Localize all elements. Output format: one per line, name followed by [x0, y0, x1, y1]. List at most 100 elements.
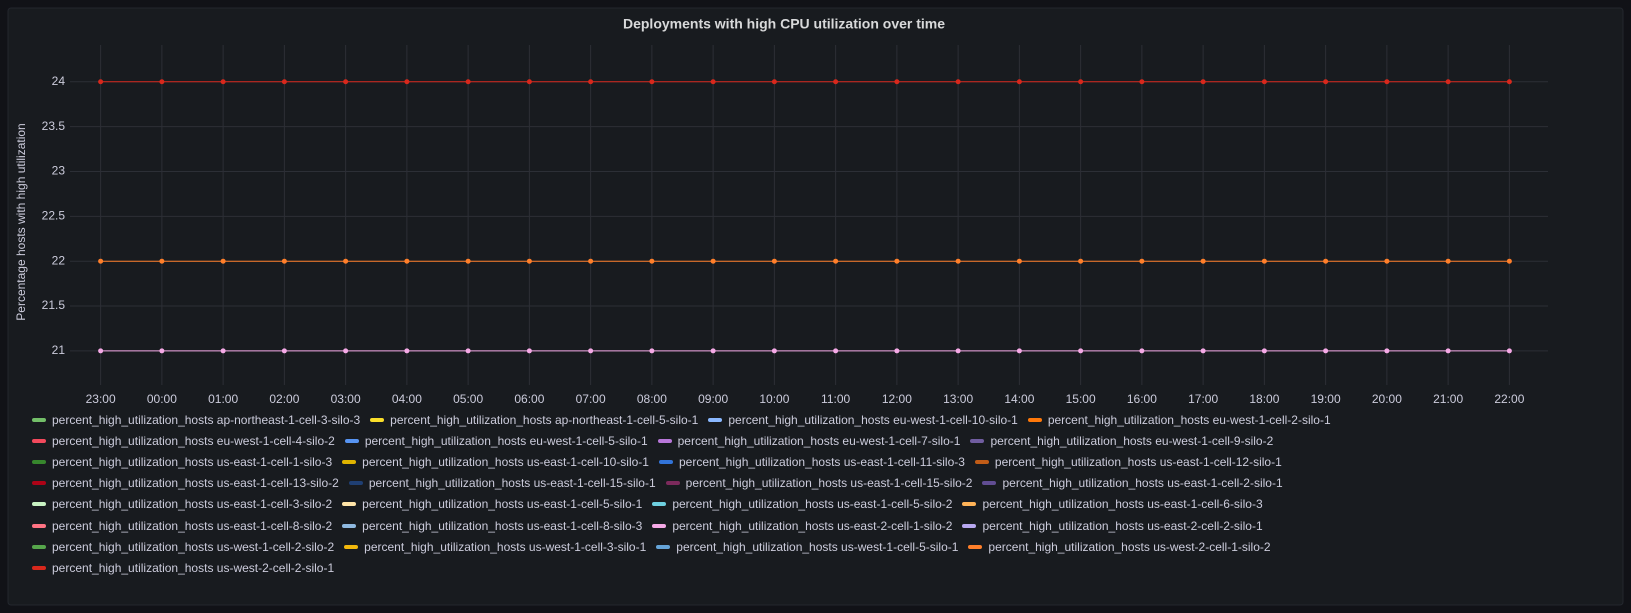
legend-item[interactable]: percent_high_utilization_hosts us-east-1…	[32, 497, 332, 511]
data-point	[1445, 258, 1451, 264]
legend-label: percent_high_utilization_hosts eu-west-1…	[52, 433, 335, 448]
legend-item[interactable]: percent_high_utilization_hosts eu-west-1…	[1027, 412, 1331, 427]
legend-item[interactable]: percent_high_utilization_hosts us-east-1…	[342, 455, 649, 469]
data-point	[1323, 348, 1329, 354]
x-tick-label: 04:00	[392, 392, 422, 406]
data-point	[1016, 348, 1022, 354]
legend-item[interactable]: percent_high_utilization_hosts us-east-1…	[342, 519, 642, 533]
legend-row: percent_high_utilization_hosts eu-west-1…	[32, 430, 1341, 451]
legend-item[interactable]: percent_high_utilization_hosts eu-west-1…	[344, 433, 648, 448]
legend-label: percent_high_utilization_hosts us-east-1…	[672, 497, 953, 512]
legend-swatch	[665, 481, 680, 486]
legend-label: percent_high_utilization_hosts us-east-1…	[368, 476, 656, 491]
legend-item[interactable]: percent_high_utilization_hosts us-east-1…	[982, 476, 1283, 490]
legend-item[interactable]: percent_high_utilization_hosts ap-northe…	[32, 413, 360, 427]
y-tick-label: 22.5	[42, 209, 66, 223]
legend-item[interactable]: percent_high_utilization_hosts us-east-1…	[962, 497, 1263, 511]
data-point	[98, 348, 104, 354]
legend-label: percent_high_utilization_hosts eu-west-1…	[1047, 412, 1331, 427]
data-point	[833, 258, 839, 264]
x-tick-label: 11:00	[821, 392, 850, 406]
legend-item[interactable]: percent_high_utilization_hosts us-west-1…	[344, 540, 646, 554]
legend-label: percent_high_utilization_hosts us-west-2…	[52, 560, 335, 575]
legend-swatch	[652, 523, 667, 528]
data-point	[894, 348, 900, 354]
x-tick-label: 06:00	[514, 392, 544, 406]
legend-item[interactable]: percent_high_utilization_hosts eu-west-1…	[708, 413, 1018, 427]
data-point	[343, 79, 349, 85]
x-tick-label: 17:00	[1188, 392, 1218, 406]
legend-swatch	[32, 481, 46, 486]
data-point	[771, 79, 777, 85]
legend-item[interactable]: percent_high_utilization_hosts us-east-2…	[962, 519, 1263, 533]
x-tick-label: 01:00	[208, 392, 238, 406]
legend-item[interactable]: percent_high_utilization_hosts us-east-1…	[974, 455, 1282, 469]
data-point	[710, 258, 716, 264]
x-tick-label: 19:00	[1311, 392, 1341, 406]
data-point	[955, 258, 961, 264]
legend-item[interactable]: percent_high_utilization_hosts us-east-1…	[652, 497, 952, 511]
legend-label: percent_high_utilization_hosts us-west-2…	[988, 539, 1271, 554]
legend-item[interactable]: percent_high_utilization_hosts us-east-1…	[32, 519, 332, 533]
legend-row: percent_high_utilization_hosts us-west-1…	[32, 536, 1341, 557]
legend-row: percent_high_utilization_hosts us-west-2…	[32, 557, 1341, 578]
data-point	[894, 258, 900, 264]
legend-item[interactable]: percent_high_utilization_hosts us-east-2…	[652, 519, 952, 533]
data-point	[1016, 258, 1022, 264]
legend-swatch	[658, 459, 673, 464]
legend-label: percent_high_utilization_hosts eu-west-1…	[990, 433, 1274, 448]
data-point	[1200, 258, 1206, 264]
data-point	[526, 348, 532, 354]
legend-label: percent_high_utilization_hosts us-west-1…	[52, 539, 335, 554]
data-point	[220, 348, 226, 354]
legend-swatch	[32, 502, 46, 507]
legend-swatch	[657, 438, 672, 443]
legend-item[interactable]: percent_high_utilization_hosts us-east-1…	[32, 476, 339, 490]
legend-item[interactable]: percent_high_utilization_hosts us-east-1…	[665, 476, 972, 490]
legend-swatch	[370, 417, 385, 422]
y-tick-label: 22	[52, 253, 66, 267]
legend-item[interactable]: percent_high_utilization_hosts us-west-1…	[32, 540, 334, 554]
x-tick-label: 09:00	[698, 392, 728, 406]
legend-item[interactable]: percent_high_utilization_hosts eu-west-1…	[970, 434, 1273, 448]
legend-item[interactable]: percent_high_utilization_hosts us-east-1…	[342, 497, 642, 511]
legend-item[interactable]: percent_high_utilization_hosts ap-northe…	[370, 413, 698, 427]
chart-title: Deployments with high CPU utilization ov…	[623, 16, 945, 32]
y-tick-label: 23	[52, 164, 66, 178]
legend-swatch	[344, 544, 359, 549]
legend-item[interactable]: percent_high_utilization_hosts us-east-1…	[32, 455, 332, 469]
data-point	[710, 79, 716, 85]
legend: percent_high_utilization_hosts ap-northe…	[32, 409, 1341, 579]
legend-swatch	[656, 544, 671, 549]
legend-swatch	[32, 544, 46, 549]
data-point	[1078, 348, 1084, 354]
data-point	[588, 258, 594, 264]
legend-item[interactable]: percent_high_utilization_hosts us-west-2…	[968, 539, 1271, 554]
legend-label: percent_high_utilization_hosts us-east-1…	[52, 518, 333, 533]
data-point	[955, 79, 961, 85]
data-point	[1445, 348, 1451, 354]
legend-row: percent_high_utilization_hosts us-east-1…	[32, 473, 1341, 494]
legend-label: percent_high_utilization_hosts us-west-1…	[676, 539, 959, 554]
legend-item[interactable]: percent_high_utilization_hosts us-east-1…	[658, 454, 965, 469]
legend-item[interactable]: percent_high_utilization_hosts us-east-1…	[348, 476, 656, 491]
data-point	[343, 258, 349, 264]
legend-item[interactable]: percent_high_utilization_hosts eu-west-1…	[32, 434, 335, 448]
legend-item[interactable]: percent_high_utilization_hosts eu-west-1…	[657, 434, 960, 448]
legend-label: percent_high_utilization_hosts us-east-1…	[678, 454, 965, 469]
data-point	[1384, 258, 1390, 264]
x-tick-label: 15:00	[1066, 392, 1096, 406]
legend-label: percent_high_utilization_hosts us-east-1…	[362, 497, 643, 512]
data-point	[465, 348, 471, 354]
data-point	[1200, 348, 1206, 354]
legend-swatch	[652, 502, 667, 507]
legend-item[interactable]: percent_high_utilization_hosts us-west-1…	[656, 540, 958, 554]
legend-item[interactable]: percent_high_utilization_hosts us-west-2…	[32, 561, 334, 575]
legend-label: percent_high_utilization_hosts eu-west-1…	[364, 433, 648, 448]
legend-swatch	[1027, 417, 1042, 422]
legend-swatch	[968, 544, 983, 549]
data-point	[771, 348, 777, 354]
legend-swatch	[32, 565, 46, 570]
